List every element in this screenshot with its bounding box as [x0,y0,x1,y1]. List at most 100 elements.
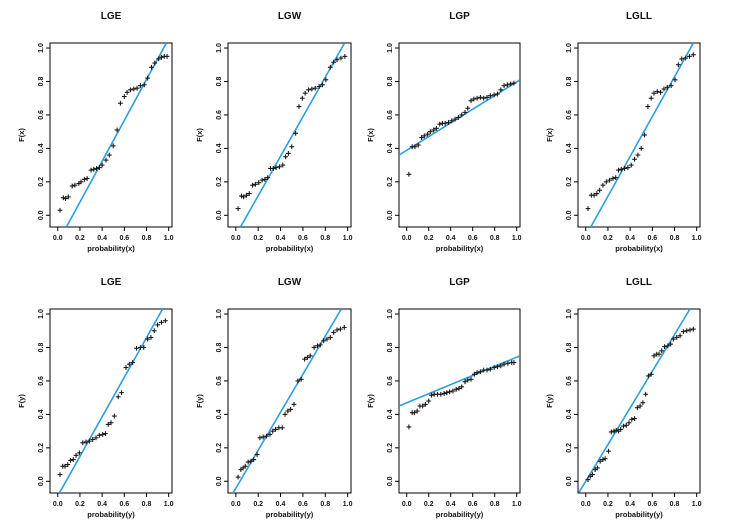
x-tick-label: 0.6 [468,235,478,242]
x-axis-label: probability(y) [87,510,135,519]
y-tick-label: 0.6 [216,110,223,120]
y-tick-label: 0.0 [387,476,394,486]
x-tick-label: 0.0 [581,501,591,508]
axis-ticks: 0.0 0.0 0.2 0.2 0.4 0.4 0.6 0.6 0.8 0.8 1.0 1.0 [38,43,174,242]
data-points [406,80,517,177]
x-tick-label: 0.0 [402,235,412,242]
plot-canvas: 0.0 0.0 0.2 0.2 0.4 0.4 0.6 0.6 0.8 0.8 1.0 1.0 [216,42,353,242]
x-tick-label: 0.2 [424,235,434,242]
y-tick-label: 0.6 [566,110,573,120]
data-points [406,360,517,430]
chart-lge-y: 0.0 0.0 0.2 0.2 0.4 0.4 0.6 0.6 0.8 0.8 1.0 1.0 LGE… [0,266,183,532]
x-tick-label: 0.8 [320,235,330,242]
fitted-line [578,309,691,493]
plot-canvas: 0.0 0.0 0.2 0.2 0.4 0.4 0.6 0.6 0.8 0.8 1.0 1.0 [38,42,174,242]
y-tick-label: 0.6 [38,110,45,120]
y-tick-label: 0.6 [216,376,223,386]
y-tick-label: 0.4 [38,409,45,419]
x-tick-label: 0.8 [320,501,330,508]
data-points [57,53,170,213]
axis-ticks: 0.0 0.0 0.2 0.2 0.4 0.4 0.6 0.6 0.8 0.8 1.0 1.0 [216,309,353,508]
x-tick-label: 0.0 [231,501,241,508]
x-tick-label: 0.6 [468,501,478,508]
x-tick-label: 1.0 [164,235,174,242]
y-axis-label: F(x) [195,128,204,142]
x-tick-label: 0.4 [276,501,286,508]
plot-canvas: 0.0 0.0 0.2 0.2 0.4 0.4 0.6 0.6 0.8 0.8 1.0 1.0 [387,42,522,242]
y-tick-label: 0.2 [566,443,573,453]
x-tick-label: 1.0 [343,501,353,508]
y-axis-label: F(x) [17,128,26,142]
y-tick-label: 0.4 [566,143,573,153]
y-tick-label: 0.4 [387,409,394,419]
y-tick-label: 0.6 [38,376,45,386]
y-tick-label: 1.0 [387,309,394,319]
y-axis-label: F(x) [545,128,554,142]
y-axis-label: F(y) [366,394,375,408]
data-points [585,326,696,483]
plot-canvas: 0.0 0.0 0.2 0.2 0.4 0.4 0.6 0.6 0.8 0.8 1.0 1.0 [566,42,702,242]
x-tick-label: 0.8 [490,235,500,242]
x-tick-label: 0.2 [424,501,434,508]
x-tick-label: 0.4 [97,501,107,508]
x-tick-label: 0.8 [142,501,152,508]
y-tick-label: 0.0 [216,476,223,486]
data-points [235,325,347,480]
x-tick-label: 0.0 [231,235,241,242]
y-tick-label: 0.6 [387,110,394,120]
chart-title: LGP [449,11,470,22]
data-points [235,53,348,211]
data-points [585,52,696,211]
x-tick-label: 0.6 [298,235,308,242]
axis-ticks: 0.0 0.0 0.2 0.2 0.4 0.4 0.6 0.6 0.8 0.8 1.0 1.0 [387,43,522,242]
x-tick-label: 0.2 [603,501,613,508]
y-tick-label: 0.2 [387,177,394,187]
y-axis-label: F(y) [545,394,554,408]
chart-lgw-x: 0.0 0.0 0.2 0.2 0.4 0.4 0.6 0.6 0.8 0.8 1.0 1.0 LGW… [183,0,366,266]
y-tick-label: 0.0 [387,210,394,220]
y-tick-label: 0.0 [216,210,223,220]
x-tick-label: 0.4 [446,501,456,508]
y-tick-label: 1.0 [566,43,573,53]
y-tick-label: 0.8 [38,343,45,353]
x-tick-label: 0.2 [603,235,613,242]
x-tick-label: 0.2 [75,235,85,242]
x-tick-label: 0.2 [75,501,85,508]
x-tick-label: 0.6 [647,501,657,508]
x-tick-label: 0.4 [625,501,635,508]
x-axis-label: probability(y) [265,510,314,519]
x-tick-label: 0.8 [490,501,500,508]
x-tick-label: 0.2 [253,235,263,242]
x-tick-label: 0.6 [119,235,129,242]
chart-title: LGE [100,11,122,22]
chart-lgp-y: 0.0 0.0 0.2 0.2 0.4 0.4 0.6 0.6 0.8 0.8 1.0 1.0 LGP… [366,266,549,532]
plot-canvas: 0.0 0.0 0.2 0.2 0.4 0.4 0.6 0.6 0.8 0.8 1.0 1.0 [38,308,174,508]
y-tick-label: 0.0 [38,210,45,220]
y-tick-label: 0.4 [216,143,223,153]
y-tick-label: 0.6 [566,376,573,386]
chart-lgll-x: 0.0 0.0 0.2 0.2 0.4 0.4 0.6 0.6 0.8 0.8 1.0 1.0 LGL… [545,0,732,266]
plot-canvas: 0.0 0.0 0.2 0.2 0.4 0.4 0.6 0.6 0.8 0.8 1.0 1.0 [387,308,522,508]
axis-ticks: 0.0 0.0 0.2 0.2 0.4 0.4 0.6 0.6 0.8 0.8 1.0 1.0 [387,309,522,508]
y-tick-label: 0.2 [387,443,394,453]
fitted-line [239,43,346,227]
x-tick-label: 0.4 [97,235,107,242]
chart-lge-x: 0.0 0.0 0.2 0.2 0.4 0.4 0.6 0.6 0.8 0.8 1.0 1.0 LGE… [0,0,183,266]
x-tick-label: 0.6 [647,235,657,242]
y-tick-label: 0.8 [216,77,223,87]
x-tick-label: 0.8 [142,235,152,242]
y-tick-label: 1.0 [38,43,45,53]
x-tick-label: 0.8 [670,235,680,242]
y-tick-label: 0.2 [216,177,223,187]
chart-lgp-x: 0.0 0.0 0.2 0.2 0.4 0.4 0.6 0.6 0.8 0.8 1.0 1.0 LGP… [366,0,549,266]
y-tick-label: 1.0 [216,43,223,53]
x-axis-label: probability(y) [435,510,484,519]
x-tick-label: 0.0 [402,501,412,508]
x-tick-label: 0.6 [298,501,308,508]
x-axis-label: probability(x) [87,244,135,253]
y-tick-label: 0.8 [387,343,394,353]
y-tick-label: 0.4 [387,143,394,153]
chart-title: LGE [100,277,122,288]
x-tick-label: 1.0 [692,235,702,242]
